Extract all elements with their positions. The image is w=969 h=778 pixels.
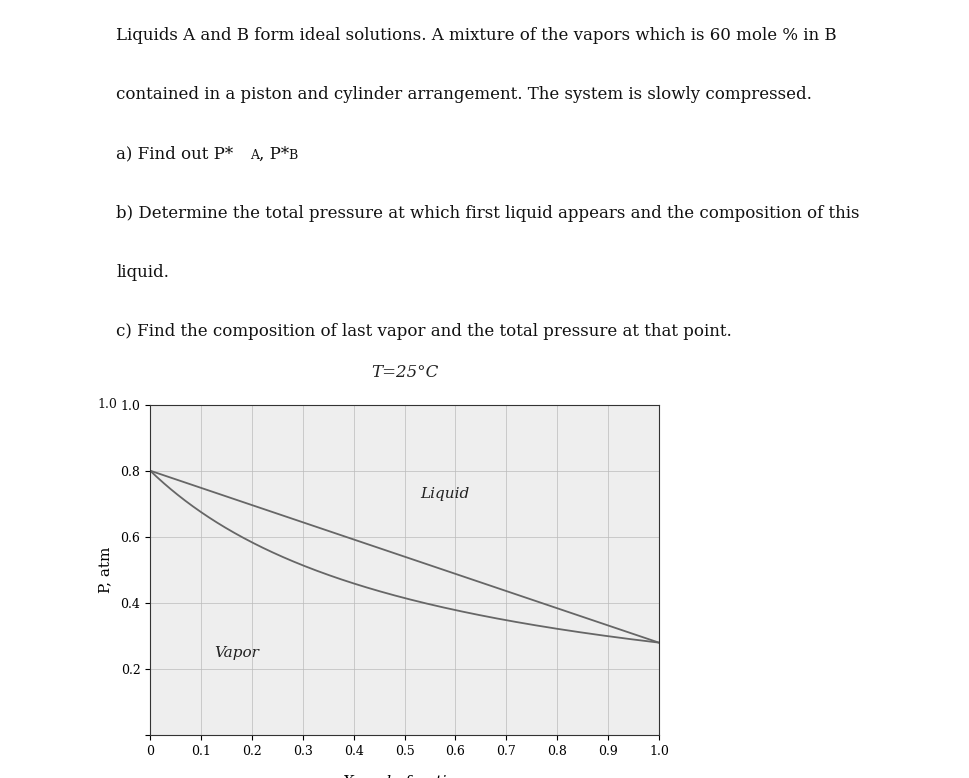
Text: B: B xyxy=(289,149,298,163)
Text: , P*: , P* xyxy=(259,145,289,163)
Text: Vapor: Vapor xyxy=(214,646,259,660)
Text: a) Find out P*: a) Find out P* xyxy=(116,145,234,163)
Text: A: A xyxy=(250,149,259,163)
Text: 1.0: 1.0 xyxy=(97,398,117,411)
Text: T=25°C: T=25°C xyxy=(371,364,438,381)
Text: X, mole fraction: X, mole fraction xyxy=(343,775,466,778)
Text: c) Find the composition of last vapor and the total pressure at that point.: c) Find the composition of last vapor an… xyxy=(116,323,732,340)
Text: contained in a piston and cylinder arrangement. The system is slowly compressed.: contained in a piston and cylinder arran… xyxy=(116,86,812,103)
Text: liquid.: liquid. xyxy=(116,264,170,281)
Text: b) Determine the total pressure at which first liquid appears and the compositio: b) Determine the total pressure at which… xyxy=(116,205,860,222)
Y-axis label: P, atm: P, atm xyxy=(98,547,112,593)
Text: Liquids A and B form ideal solutions. A mixture of the vapors which is 60 mole %: Liquids A and B form ideal solutions. A … xyxy=(116,27,837,44)
Text: Liquid: Liquid xyxy=(421,487,470,501)
